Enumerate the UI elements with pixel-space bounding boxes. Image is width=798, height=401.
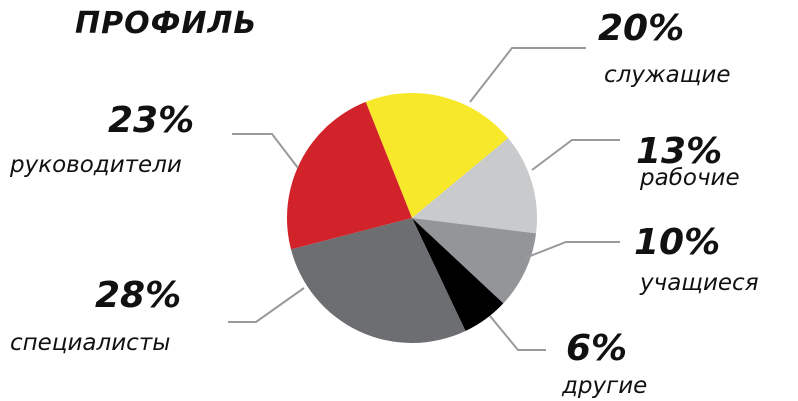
- pie-slice-2: [412, 218, 537, 304]
- slice-category-label-2: учащиеся: [639, 270, 759, 296]
- slice-category-label-4: специалисты: [10, 330, 170, 356]
- slice-percent-label-4: 28%: [95, 275, 181, 316]
- slice-category-label-1: рабочие: [639, 165, 740, 191]
- pie-slice-5: [287, 101, 412, 250]
- leader-line-5: [232, 133, 299, 169]
- pie-slice-3: [412, 218, 504, 331]
- leader-line-0: [469, 47, 586, 103]
- slice-percent-label-1: 13%: [636, 131, 722, 172]
- leader-line-3: [489, 315, 546, 351]
- slice-category-label-3: другие: [561, 373, 647, 399]
- pie-slice-1: [412, 138, 538, 234]
- leader-line-2: [524, 241, 620, 259]
- leader-line-4: [228, 287, 305, 323]
- slice-percent-label-5: 23%: [108, 100, 194, 141]
- leader-line-1: [531, 139, 620, 171]
- slice-percent-label-3: 6%: [566, 328, 627, 369]
- pie-slice-0: [365, 93, 509, 218]
- slice-category-label-5: руководители: [9, 152, 182, 178]
- slice-percent-label-2: 10%: [634, 222, 720, 263]
- pie-slice-4: [291, 218, 466, 344]
- slice-category-label-0: служащие: [604, 62, 731, 88]
- chart-title: ПРОФИЛЬ: [75, 6, 257, 41]
- slice-percent-label-0: 20%: [598, 8, 684, 49]
